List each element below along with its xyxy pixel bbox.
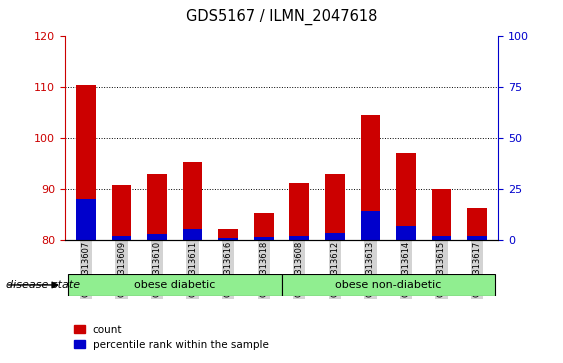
Bar: [396, 227, 415, 240]
Bar: [77, 199, 96, 240]
Bar: [289, 183, 309, 240]
Bar: [112, 236, 131, 240]
Bar: [396, 153, 415, 240]
Bar: [325, 233, 345, 240]
Text: GDS5167 / ILMN_2047618: GDS5167 / ILMN_2047618: [186, 9, 377, 25]
Bar: [148, 174, 167, 240]
FancyBboxPatch shape: [282, 274, 495, 296]
Text: obese non-diabetic: obese non-diabetic: [335, 280, 441, 290]
Bar: [432, 189, 451, 240]
Text: obese diabetic: obese diabetic: [134, 280, 216, 290]
Bar: [112, 185, 131, 240]
Bar: [77, 85, 96, 240]
Bar: [467, 208, 486, 240]
Legend: count, percentile rank within the sample: count, percentile rank within the sample: [70, 321, 273, 354]
Bar: [148, 234, 167, 240]
Bar: [254, 237, 274, 240]
Bar: [325, 174, 345, 240]
Bar: [183, 229, 203, 240]
Bar: [467, 236, 486, 240]
Bar: [360, 115, 380, 240]
Bar: [218, 237, 238, 240]
FancyBboxPatch shape: [68, 274, 282, 296]
Text: disease state: disease state: [6, 280, 80, 290]
Bar: [289, 236, 309, 240]
Bar: [254, 213, 274, 240]
Bar: [360, 211, 380, 240]
Bar: [183, 162, 203, 240]
Bar: [432, 236, 451, 240]
Bar: [218, 229, 238, 240]
